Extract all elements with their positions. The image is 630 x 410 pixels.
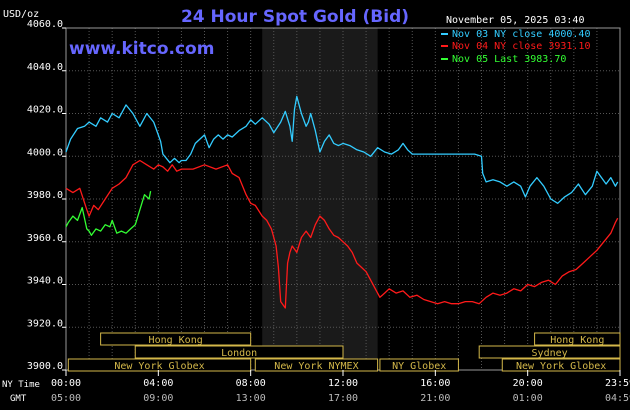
legend-nov05: Nov 05 Last 3983.70 [452, 54, 566, 65]
x-axis-ticks: 00:00 05:00 04:00 09:00 08:00 13:00 12:00 17:00… [51, 370, 630, 404]
y-tick-label: 3920.0 [27, 318, 63, 329]
session-label: London [221, 348, 257, 359]
session-box [67, 358, 252, 372]
session-box [134, 345, 344, 359]
session-label: New York Globex [516, 361, 606, 372]
series-line-1 [65, 159, 619, 309]
session-label: New York Globex [114, 361, 204, 372]
session-label: Sydney [532, 348, 568, 359]
x-tick-label-ny: 12:00 [328, 378, 358, 389]
price-lines [65, 95, 619, 309]
x-tick-label-ny: 16:00 [420, 378, 450, 389]
y-tick-label: 3960.0 [27, 233, 63, 244]
session-box [478, 345, 621, 359]
market-sessions: Hong Kong Hong Kong London Sydney New York G… [67, 332, 621, 372]
series-line-2 [65, 190, 152, 236]
ny-time-label: NY Time [2, 380, 40, 390]
x-tick-label-gmt: 05:00 [51, 393, 81, 404]
session-label: NY Globex [392, 361, 446, 372]
x-tick-label-gmt: 21:00 [420, 393, 450, 404]
x-tick-label-gmt: 01:00 [513, 393, 543, 404]
x-tick-label-ny: 20:00 [513, 378, 543, 389]
session-label: Hong Kong [550, 335, 604, 346]
unit-label: USD/oz [3, 9, 39, 20]
y-axis-ticks: 4060.0 4040.0 4020.0 4000.0 3980.0 3960.0 3940… [27, 19, 66, 372]
y-tick-label: 3900.0 [27, 361, 63, 372]
session-label: Hong Kong [149, 335, 203, 346]
x-tick-label-ny: 08:00 [236, 378, 266, 389]
session-label: New York NYMEX [274, 361, 358, 372]
y-tick-label: 4000.0 [27, 147, 63, 158]
session-box [534, 332, 621, 346]
x-tick-label-ny: 04:00 [143, 378, 173, 389]
session-box [100, 332, 252, 346]
session-box [379, 358, 459, 372]
y-tick-label: 4060.0 [27, 19, 63, 30]
x-tick-label-gmt: 17:00 [328, 393, 358, 404]
chart-title: 24 Hour Spot Gold (Bid) [181, 7, 409, 27]
brand-url: www.kitco.com [69, 39, 214, 59]
x-tick-label-gmt: 13:00 [236, 393, 266, 404]
y-tick-label: 4020.0 [27, 105, 63, 116]
session-box [501, 358, 621, 372]
legend: Nov 03 NY close 4000.40 Nov 04 NY close … [441, 29, 590, 65]
legend-nov03: Nov 03 NY close 4000.40 [452, 29, 590, 40]
x-tick-label-gmt: 04:59 [605, 393, 630, 404]
y-tick-label: 4040.0 [27, 62, 63, 73]
gmt-label: GMT [10, 394, 27, 404]
date-time: November 05, 2025 03:40 [446, 15, 584, 26]
series-line-0 [65, 95, 619, 204]
y-tick-label: 3980.0 [27, 190, 63, 201]
legend-nov04: Nov 04 NY close 3931.10 [452, 41, 590, 52]
x-tick-label-gmt: 09:00 [143, 393, 173, 404]
x-tick-label-ny: 00:00 [51, 378, 81, 389]
x-tick-label-ny: 23:59 [605, 378, 630, 389]
y-tick-label: 3940.0 [27, 276, 63, 287]
session-box [254, 358, 379, 372]
